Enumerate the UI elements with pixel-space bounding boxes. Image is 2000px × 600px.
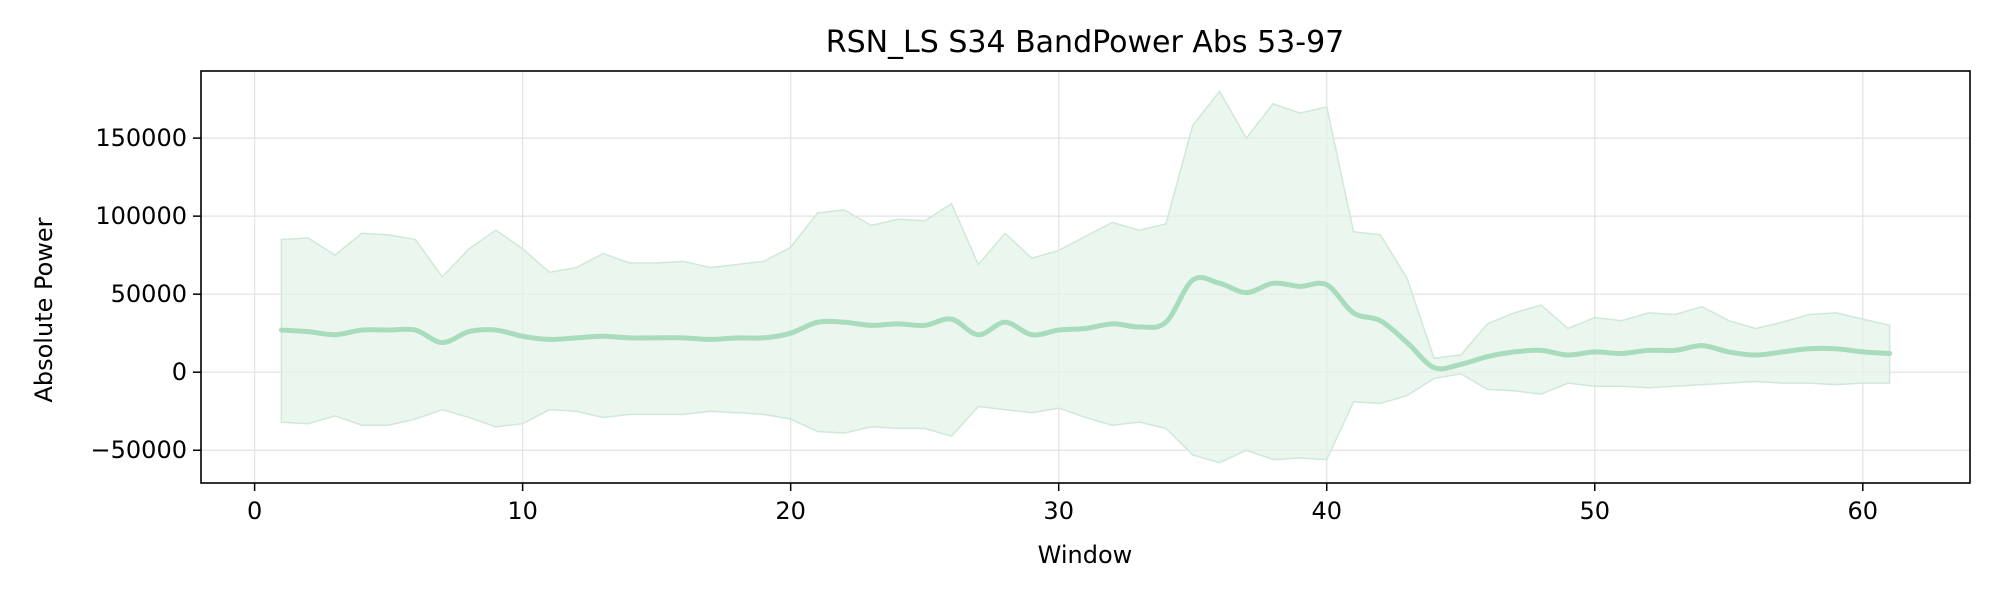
y-axis-label: Absolute Power: [30, 217, 58, 402]
x-tick-label: 10: [507, 497, 538, 525]
y-tick-label: −50000: [91, 436, 187, 464]
y-tick-label: 100000: [95, 202, 187, 230]
y-tick-label: 150000: [95, 124, 187, 152]
x-axis-ticks: 0 10 20 30 40 50 60: [247, 483, 1878, 525]
y-tick-label: 0: [172, 358, 187, 386]
mean-line: [278, 275, 1893, 372]
x-tick-label: 60: [1848, 497, 1879, 525]
std-band: [280, 89, 1891, 464]
x-tick-label: 30: [1043, 497, 1074, 525]
y-tick-label: 50000: [111, 280, 187, 308]
y-axis-ticks: −50000 0 50000 100000 150000: [91, 124, 201, 464]
plot-frame: [200, 70, 1971, 484]
x-tick-label: 20: [775, 497, 806, 525]
x-tick-label: 0: [247, 497, 262, 525]
x-tick-label: 50: [1579, 497, 1610, 525]
chart-title: RSN_LS S34 BandPower Abs 53-97: [826, 25, 1345, 60]
x-tick-label: 40: [1311, 497, 1342, 525]
x-axis-label: Window: [1038, 541, 1133, 569]
